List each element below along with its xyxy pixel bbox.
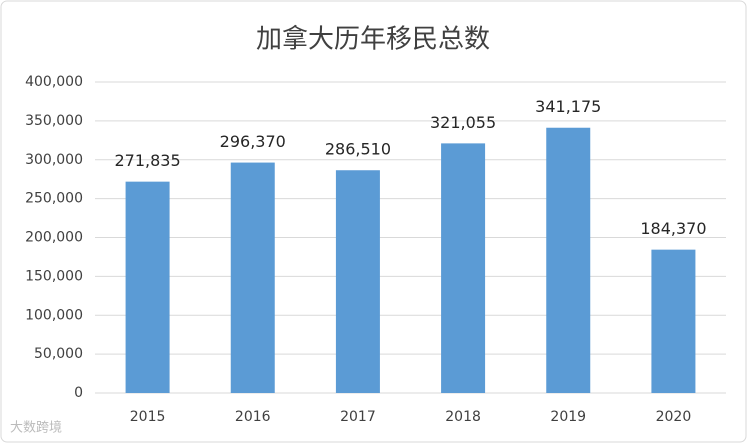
y-tick-label: 350,000: [25, 113, 83, 129]
x-tick-label: 2016: [235, 409, 271, 425]
bar: [441, 143, 486, 393]
y-tick-label: 100,000: [25, 307, 83, 323]
x-tick-label: 2020: [656, 409, 692, 425]
bar: [125, 181, 170, 393]
x-tick-label: 2019: [550, 409, 586, 425]
y-tick-label: 200,000: [25, 230, 83, 246]
watermark: 大数跨境: [10, 421, 62, 436]
x-tick-label: 2018: [445, 409, 481, 425]
chart-title: 加拿大历年移民总数: [256, 25, 490, 55]
value-label: 321,055: [430, 113, 496, 132]
bar: [335, 170, 380, 393]
x-tick-label: 2015: [130, 409, 166, 425]
y-tick-label: 150,000: [25, 268, 83, 284]
value-label: 184,370: [640, 219, 706, 238]
y-tick-label: 400,000: [25, 74, 83, 90]
y-tick-label: 0: [74, 385, 83, 401]
value-label: 341,175: [535, 97, 601, 116]
value-label: 286,510: [325, 140, 391, 159]
y-tick-label: 50,000: [34, 346, 83, 362]
y-tick-label: 250,000: [25, 191, 83, 207]
value-label: 296,370: [220, 132, 286, 151]
bar: [651, 249, 696, 393]
bar: [546, 127, 591, 393]
bar: [230, 162, 275, 393]
value-label: 271,835: [114, 151, 180, 170]
x-tick-label: 2017: [340, 409, 376, 425]
y-tick-label: 300,000: [25, 152, 83, 168]
